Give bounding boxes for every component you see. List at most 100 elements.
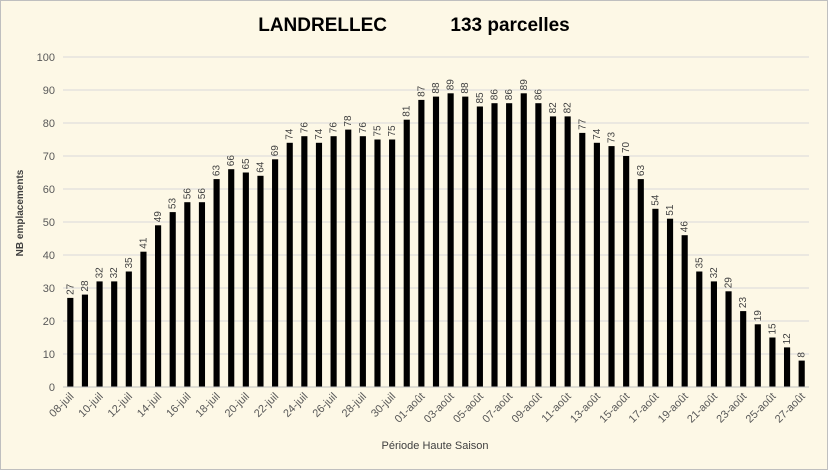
y-tick-label: 70 xyxy=(43,151,55,163)
y-tick-label: 50 xyxy=(43,217,55,229)
data-label: 74 xyxy=(285,128,296,140)
data-label: 15 xyxy=(767,323,778,335)
bar xyxy=(769,337,776,387)
y-tick-label: 40 xyxy=(43,250,55,262)
x-tick-label: 03-août xyxy=(422,391,457,426)
data-label: 54 xyxy=(650,194,661,206)
bar xyxy=(272,159,279,387)
data-label: 74 xyxy=(592,128,603,140)
data-label: 82 xyxy=(548,102,559,114)
bar xyxy=(666,218,674,387)
x-tick-label: 09-août xyxy=(510,391,545,426)
data-label: 69 xyxy=(270,145,281,157)
data-label: 73 xyxy=(607,132,618,144)
bar xyxy=(403,119,410,387)
data-label: 63 xyxy=(212,165,223,177)
bar xyxy=(213,179,220,387)
x-tick-label: 25-août xyxy=(744,391,779,426)
data-label: 28 xyxy=(80,280,91,292)
y-tick-label: 80 xyxy=(43,118,55,130)
data-label: 46 xyxy=(680,221,691,233)
bar xyxy=(330,136,337,387)
data-label: 32 xyxy=(109,267,120,279)
bar xyxy=(447,93,454,388)
bar xyxy=(140,251,147,387)
bar xyxy=(301,136,308,387)
bar xyxy=(67,297,74,387)
data-label: 86 xyxy=(533,89,544,101)
data-label: 75 xyxy=(387,125,398,137)
x-tick-label: 28-juil xyxy=(340,391,369,420)
data-label: 86 xyxy=(504,89,515,101)
data-label: 53 xyxy=(168,198,179,210)
data-label: 87 xyxy=(416,85,427,97)
bar xyxy=(315,142,323,387)
data-label: 75 xyxy=(372,125,383,137)
x-tick-label: 01-août xyxy=(393,391,428,426)
x-tick-label: 18-juil xyxy=(193,391,222,420)
x-tick-label: 14-juil xyxy=(135,391,164,420)
data-label: 41 xyxy=(138,237,149,249)
data-label: 12 xyxy=(782,333,793,345)
y-tick-label: 100 xyxy=(37,52,55,64)
bar xyxy=(432,96,440,387)
data-label: 56 xyxy=(197,188,208,200)
data-label: 89 xyxy=(519,79,530,91)
bar xyxy=(418,99,425,388)
bar xyxy=(155,225,162,387)
data-label: 49 xyxy=(153,211,164,223)
bar xyxy=(96,281,103,387)
title-plot-count: 133 parcelles xyxy=(450,15,570,36)
x-axis-ticks: 08-juil 10-juil 12-juil 14-juil 16-juil 18-ju… xyxy=(47,391,808,426)
bar xyxy=(608,146,615,387)
bar xyxy=(564,116,571,388)
data-label: 56 xyxy=(182,188,193,200)
x-tick-label: 23-août xyxy=(714,391,749,426)
data-label: 76 xyxy=(329,122,340,134)
bar xyxy=(242,172,249,387)
bar xyxy=(783,347,791,387)
y-tick-label: 0 xyxy=(49,382,55,394)
x-tick-label: 24-juil xyxy=(281,391,310,420)
bar xyxy=(359,136,366,387)
bar xyxy=(710,281,717,387)
bar xyxy=(535,103,542,387)
y-tick-label: 60 xyxy=(43,184,55,196)
x-tick-label: 21-août xyxy=(685,391,720,426)
data-label: 27 xyxy=(65,283,76,295)
x-tick-label: 12-juil xyxy=(106,391,135,420)
bar xyxy=(696,271,703,387)
bar xyxy=(740,311,747,387)
bar xyxy=(637,179,644,387)
bar xyxy=(184,202,191,387)
bar xyxy=(125,271,132,387)
data-label: 85 xyxy=(475,92,486,104)
bar xyxy=(593,142,600,387)
data-label: 23 xyxy=(738,297,749,309)
bar xyxy=(81,294,89,387)
x-tick-label: 11-août xyxy=(539,391,573,425)
data-label: 82 xyxy=(563,102,574,114)
data-label: 51 xyxy=(665,204,676,216)
x-tick-label: 05-août xyxy=(451,391,486,426)
bar xyxy=(520,93,527,388)
data-label: 88 xyxy=(431,82,442,94)
data-label: 63 xyxy=(636,165,647,177)
bars xyxy=(67,93,805,388)
bar xyxy=(462,96,469,387)
bar xyxy=(345,129,352,387)
data-label: 88 xyxy=(460,82,471,94)
data-label: 64 xyxy=(255,161,266,173)
bar xyxy=(389,139,396,387)
data-label: 76 xyxy=(358,122,369,134)
x-tick-label: 07-août xyxy=(480,391,515,426)
bar xyxy=(374,139,381,387)
chart-title: LANDRELLEC 133 parcelles xyxy=(1,15,827,37)
data-label: 74 xyxy=(314,128,325,140)
x-tick-label: 16-juil xyxy=(164,391,193,420)
data-label: 19 xyxy=(753,310,764,322)
bar xyxy=(491,103,498,387)
